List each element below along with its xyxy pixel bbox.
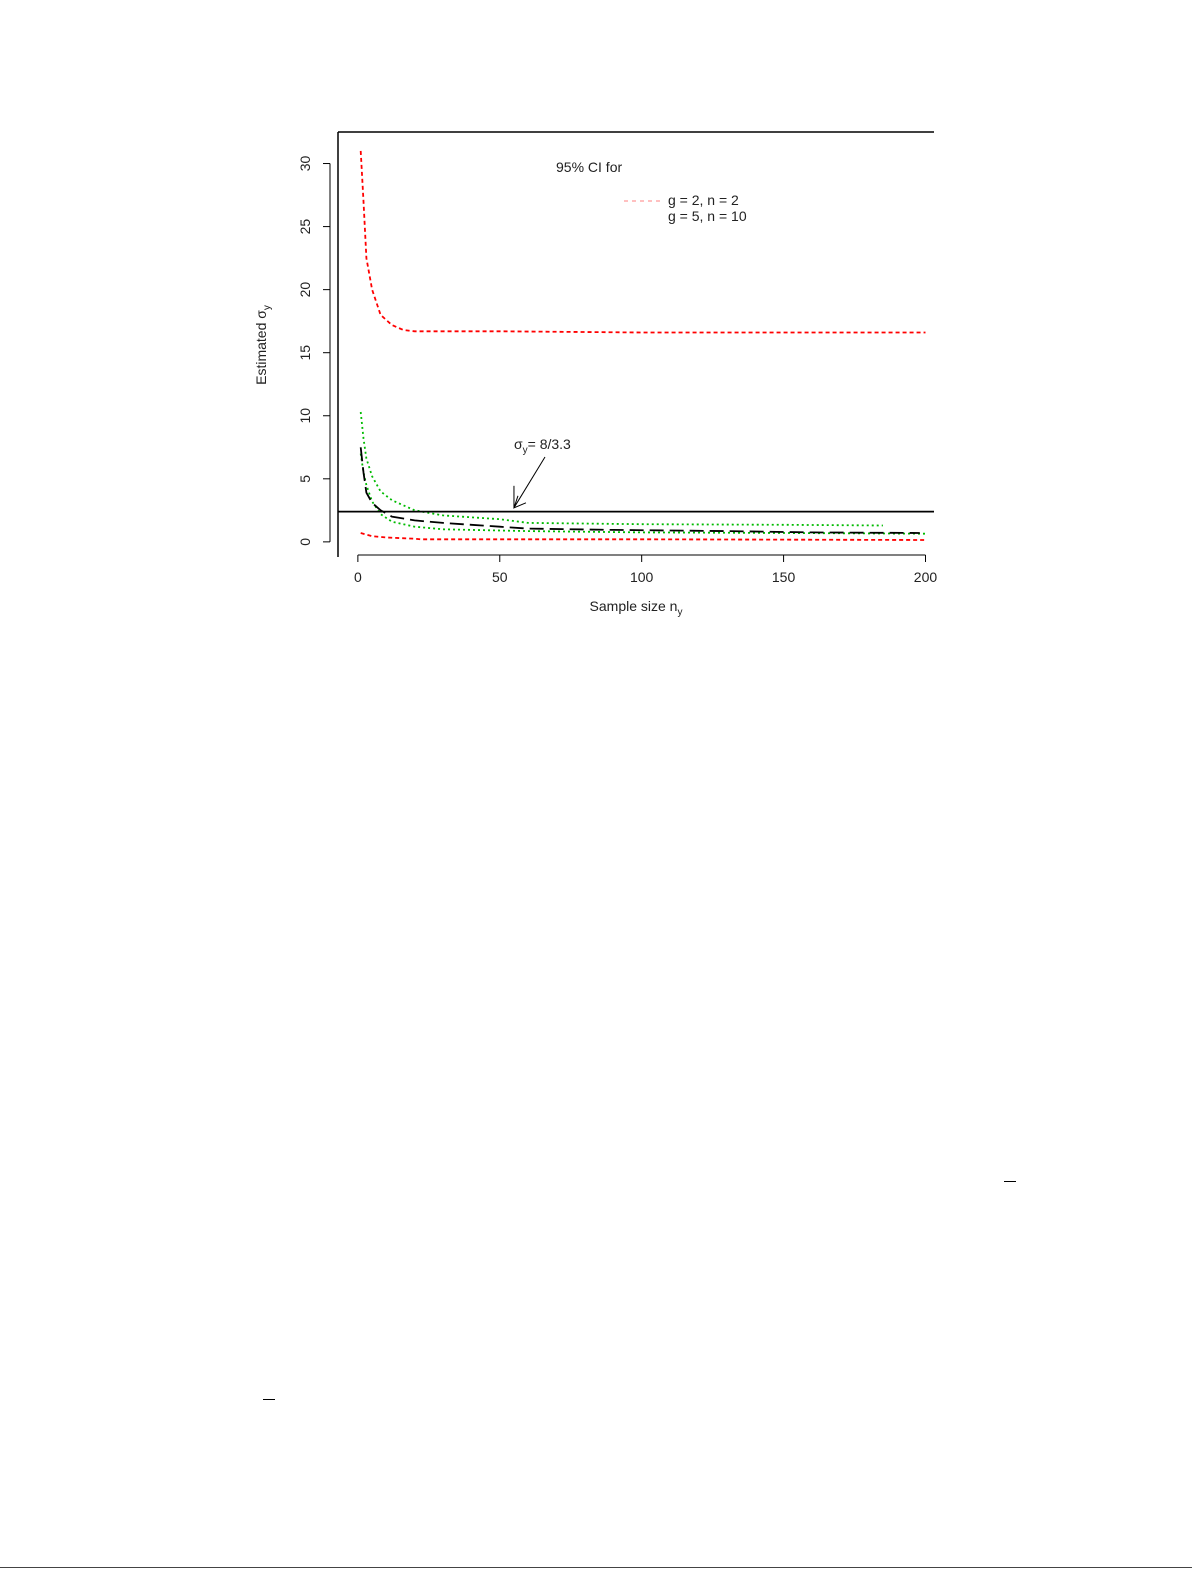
x-tick-label-4: 200 [914,569,938,585]
y-tick-label-3: 15 [297,345,313,361]
y-axis-label: Estimated σy [253,305,273,385]
legend-title: 95% CI for [556,159,622,175]
page-mark-right: ‾ [1004,1181,1016,1182]
y-axis: 0 5 10 15 20 25 30 [297,156,331,546]
x-axis-label-sub: y [677,607,682,618]
legend: 95% CI for g = 2, n = 2 g = 5, n = 10 [556,159,747,224]
series-line-3 [359,453,926,535]
series-line-2 [359,411,883,527]
annotation-rest: = 8/3.3 [528,436,571,452]
y-tick-label-0: 0 [297,538,313,546]
y-tick-label-2: 10 [297,408,313,424]
series-line-4 [359,447,920,534]
page-mark-left: ‾ [263,1399,275,1400]
x-tick-label-1: 50 [492,569,508,585]
y-tick-label-5: 25 [297,219,313,235]
y-tick-label-6: 30 [297,156,313,172]
page-bottom-rule [0,1567,1192,1568]
annotation-symbol: σ [514,436,523,452]
y-tick-label-4: 20 [297,282,313,298]
annotation-sub: y [523,445,528,456]
annotation-text: σy= 8/3.3 [514,436,571,456]
x-axis-label: Sample size ny [590,598,683,618]
x-axis: 0 50 100 150 200 [354,554,938,585]
sigma-annotation: σy= 8/3.3 [513,436,571,509]
legend-label-0: g = 2, n = 2 [668,192,739,208]
x-tick-label-0: 0 [354,569,362,585]
y-axis-label-main: Estimated σ [253,310,269,385]
legend-label-1: g = 5, n = 10 [668,208,747,224]
y-tick-label-1: 5 [297,475,313,483]
x-axis-label-main: Sample size n [590,598,678,614]
series-layer [359,150,926,541]
y-axis-label-sub: y [262,305,273,310]
x-tick-label-3: 150 [772,569,796,585]
annotation-arrow-shaft [513,456,546,509]
series-line-1 [360,532,926,541]
x-tick-label-2: 100 [630,569,654,585]
series-line-0 [359,150,926,334]
